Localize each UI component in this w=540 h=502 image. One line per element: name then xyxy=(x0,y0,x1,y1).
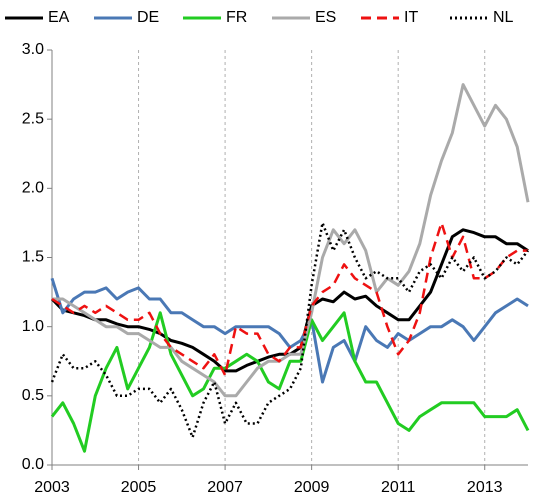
y-tick-label: 0.0 xyxy=(22,456,44,473)
y-tick-label: 2.0 xyxy=(22,180,44,197)
y-tick-label: 1.5 xyxy=(22,249,44,266)
x-tick-label: 2011 xyxy=(381,479,416,496)
x-tick-label: 2009 xyxy=(294,479,330,496)
y-tick-label: 1.0 xyxy=(22,318,44,335)
y-tick-label: 0.5 xyxy=(22,387,44,404)
legend-label: FR xyxy=(226,9,247,26)
series-line xyxy=(50,221,529,439)
y-tick-label: 2.5 xyxy=(22,110,44,127)
series-line xyxy=(51,221,528,377)
legend-label: EA xyxy=(48,9,70,26)
legend-label: ES xyxy=(315,9,336,26)
series-line xyxy=(50,311,530,453)
series-line xyxy=(52,83,530,398)
x-tick-label: 2003 xyxy=(34,479,70,496)
legend-label: DE xyxy=(137,9,159,26)
legend-label: IT xyxy=(404,9,418,26)
y-tick-label: 3.0 xyxy=(22,41,44,58)
x-tick-label: 2005 xyxy=(121,479,157,496)
x-tick-label: 2007 xyxy=(207,479,243,496)
x-tick-label: 2013 xyxy=(467,479,503,496)
legend-label: NL xyxy=(493,9,514,26)
